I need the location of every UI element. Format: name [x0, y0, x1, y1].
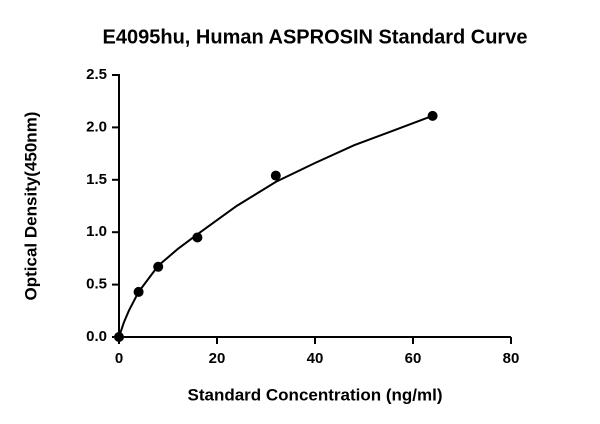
- y-tick-label: 1.5: [86, 171, 107, 188]
- y-tick-label: 2.0: [86, 118, 107, 135]
- fit-curve: [118, 114, 433, 338]
- x-axis-label: Standard Concentration (ng/ml): [188, 385, 443, 404]
- y-tick-label: 0.5: [86, 276, 107, 293]
- data-point: [133, 286, 144, 297]
- y-tick-label: 0.0: [86, 328, 107, 345]
- y-tick-label: 2.5: [86, 66, 107, 83]
- data-point: [153, 261, 164, 272]
- x-tick-label: 40: [307, 350, 324, 367]
- x-tick-label: 20: [209, 350, 226, 367]
- y-axis-label: Optical Density(450nm): [21, 112, 40, 301]
- x-tick-label: 60: [405, 350, 422, 367]
- chart-title: E4095hu, Human ASPROSIN Standard Curve: [103, 26, 528, 48]
- y-tick-label: 1.0: [86, 223, 107, 240]
- x-tick-label: 80: [503, 350, 520, 367]
- data-point: [114, 332, 124, 342]
- data-point: [192, 232, 203, 243]
- x-tick-label: 0: [115, 350, 123, 367]
- data-point: [270, 170, 281, 181]
- data-point: [427, 110, 438, 121]
